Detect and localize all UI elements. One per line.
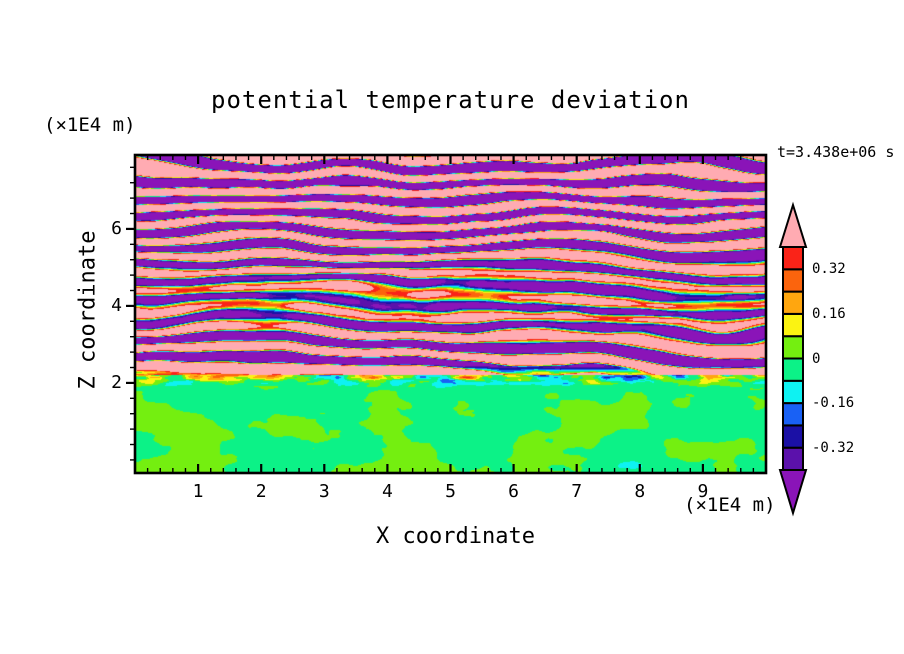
colorbar-cell <box>782 357 804 382</box>
z-axis-unit-label: (×1E4 m) <box>44 114 136 136</box>
colorbar-cell <box>782 424 804 449</box>
chart-title: potential temperature deviation <box>211 86 690 114</box>
colorbar-tick-label: -0.16 <box>812 395 855 412</box>
colorbar-cell <box>782 379 804 405</box>
colorbar-cell <box>782 402 804 427</box>
x-tick-label: 5 <box>445 481 456 502</box>
x-tick-label: 7 <box>571 481 583 502</box>
x-tick-label: 2 <box>255 481 267 502</box>
colorbar-cell <box>782 246 804 271</box>
colorbar-cell <box>782 312 804 338</box>
z-tick-label: 2 <box>111 371 122 393</box>
colorbar-cell <box>782 335 804 360</box>
z-tick-label: 6 <box>111 217 122 239</box>
x-tick-label: 8 <box>634 481 646 502</box>
x-tick-label: 9 <box>697 481 709 502</box>
colorbar-tick-label: 0.16 <box>812 305 846 322</box>
colorbar-cell <box>782 268 804 293</box>
x-tick-label: 3 <box>318 481 330 502</box>
colorbar-cell <box>782 290 804 315</box>
z-tick-label: 4 <box>111 294 122 316</box>
heatmap-field <box>135 155 766 473</box>
colorbar-tick-label: 0 <box>812 350 821 367</box>
colorbar-cell <box>782 446 804 472</box>
x-tick-label: 6 <box>508 481 520 502</box>
colorbar-tick-label: -0.32 <box>812 439 855 456</box>
colorbar-over-range-arrow <box>778 201 808 248</box>
colorbar-tick-label: 0.32 <box>812 261 846 278</box>
colorbar-under-range-arrow <box>778 469 808 517</box>
x-tick-label: 4 <box>381 481 393 502</box>
time-annotation: t=3.438e+06 s <box>777 143 895 161</box>
x-axis-title: X coordinate <box>376 524 535 549</box>
x-tick-label: 1 <box>192 481 204 502</box>
x-axis-unit-label: (×1E4 m) <box>684 494 776 516</box>
